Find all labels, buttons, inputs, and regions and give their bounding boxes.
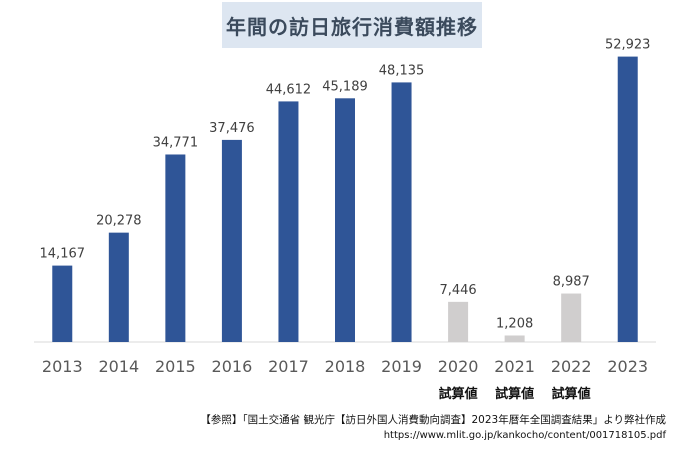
chart-title-box: 年間の訪日旅行消費額推移 — [222, 2, 482, 48]
x-tick-label-2017: 2017 — [268, 357, 309, 376]
x-tick-label-2013: 2013 — [42, 357, 83, 376]
data-label-2019: 48,135 — [379, 63, 425, 78]
estimate-note-2020: 試算値 — [439, 386, 478, 402]
x-tick-label-2016: 2016 — [212, 357, 253, 376]
bar-2014 — [108, 232, 129, 342]
data-label-2020: 7,446 — [439, 283, 476, 298]
source-url: https://www.mlit.go.jp/kankocho/content/… — [383, 430, 666, 441]
bar-2022 — [561, 293, 582, 342]
chart-title: 年間の訪日旅行消費額推移 — [226, 14, 478, 39]
data-label-2014: 20,278 — [96, 214, 142, 229]
bar-2015 — [165, 154, 186, 342]
x-tick-label-2021: 2021 — [494, 357, 535, 376]
bar-2016 — [221, 139, 242, 342]
bar-2017 — [278, 101, 299, 343]
data-label-2021: 1,208 — [496, 316, 533, 331]
x-tick-label-2019: 2019 — [381, 357, 422, 376]
data-label-2018: 45,189 — [322, 79, 368, 94]
data-label-2013: 14,167 — [40, 247, 86, 262]
bar-2013 — [52, 265, 73, 342]
data-label-2017: 44,612 — [266, 82, 312, 97]
source-note: 【参照】「国土交通省 観光庁【訪日外国人消費動向調査】2023年暦年全国調査結果… — [200, 414, 666, 426]
bar-2021 — [504, 335, 525, 342]
bar-2019 — [391, 82, 412, 342]
estimate-note-2022: 試算値 — [552, 386, 591, 402]
data-label-2022: 8,987 — [553, 275, 590, 290]
bar-2018 — [335, 98, 355, 342]
x-tick-label-2018: 2018 — [325, 357, 366, 376]
x-tick-label-2015: 2015 — [155, 357, 196, 376]
bar-2023 — [617, 56, 638, 343]
data-label-2015: 34,771 — [153, 135, 199, 150]
data-label-2016: 37,476 — [209, 121, 255, 136]
data-label-2023: 52,923 — [605, 38, 651, 53]
estimate-note-2021: 試算値 — [495, 386, 534, 402]
x-tick-label-2022: 2022 — [551, 357, 592, 376]
x-tick-label-2014: 2014 — [98, 357, 139, 376]
x-tick-label-2023: 2023 — [607, 357, 648, 376]
bar-2020 — [448, 301, 469, 342]
x-tick-label-2020: 2020 — [438, 357, 479, 376]
